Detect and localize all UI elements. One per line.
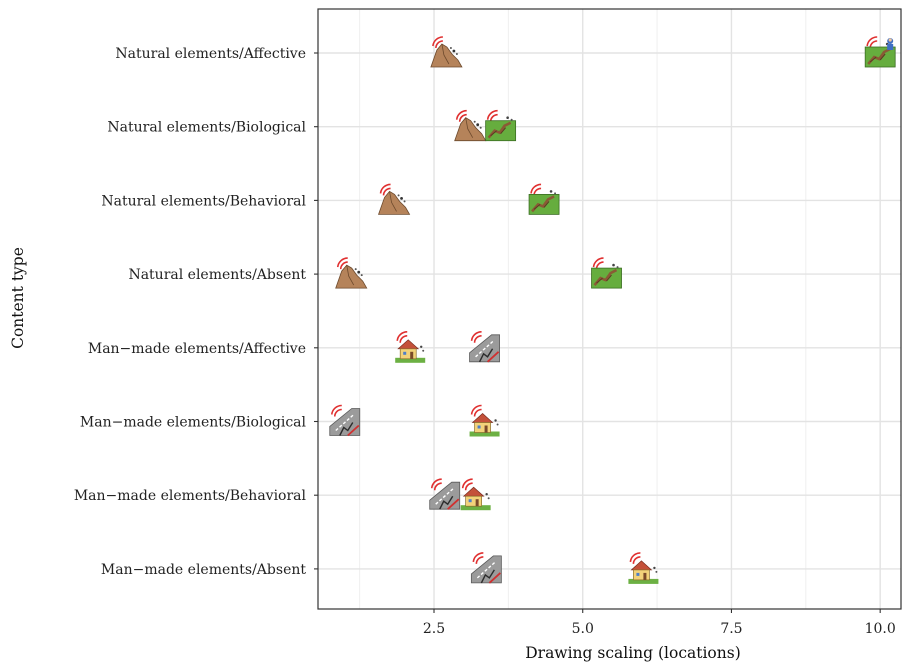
y-tick-marks (314, 52, 318, 570)
y-axis-title: Content type (9, 247, 27, 349)
x-tick-label: 7.5 (720, 621, 742, 637)
plot-panel (317, 8, 902, 610)
x-tick-labels: 2.5 5.0 7.5 10.0 (423, 621, 896, 637)
grid-lines (318, 9, 901, 609)
x-tick-label: 2.5 (423, 621, 445, 637)
x-tick-label: 5.0 (572, 621, 594, 637)
y-tick-label: Man−made elements/Absent (101, 562, 306, 578)
x-tick-marks (433, 609, 881, 613)
y-tick-label: Natural elements/Behavioral (101, 193, 306, 209)
y-tick-label: Man−made elements/Affective (88, 341, 306, 357)
y-tick-label: Man−made elements/Biological (80, 415, 307, 431)
y-tick-label: Man−made elements/Behavioral (74, 488, 307, 504)
x-axis-title: Drawing scaling (locations) (525, 644, 741, 662)
y-tick-label: Natural elements/Affective (115, 46, 306, 62)
x-tick-label: 10.0 (865, 621, 896, 637)
y-tick-labels: Natural elements/Affective Natural elemen… (74, 46, 307, 578)
y-tick-label: Natural elements/Absent (128, 267, 306, 283)
y-tick-label: Natural elements/Biological (107, 120, 306, 136)
